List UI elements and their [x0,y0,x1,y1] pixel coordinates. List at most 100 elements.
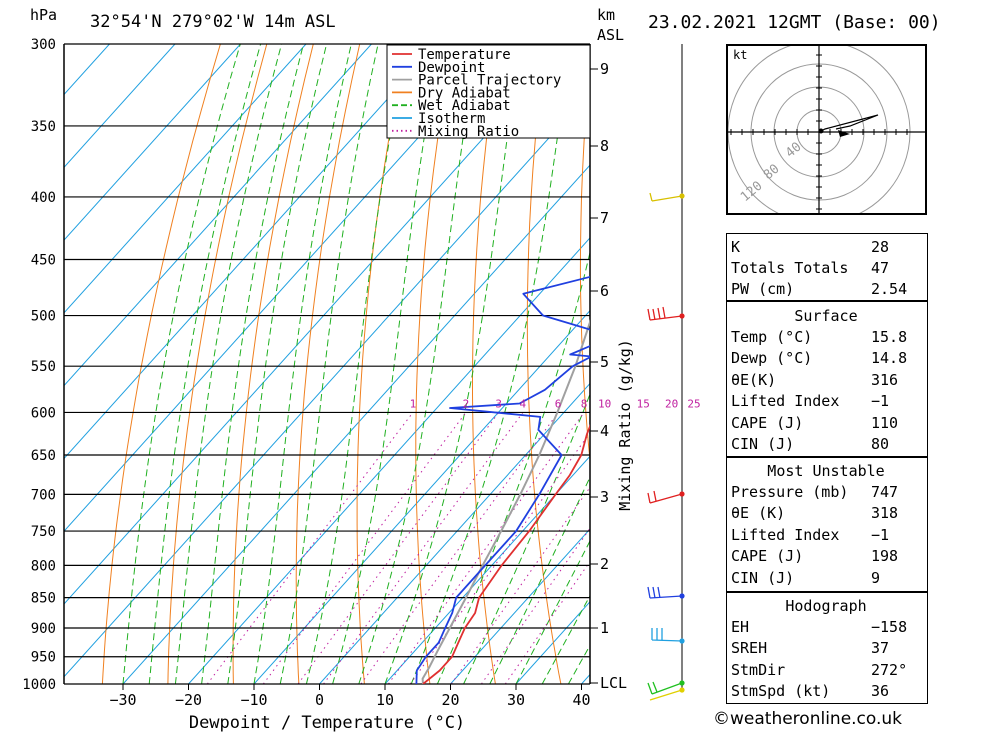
general-indices-table: K 28 Totals Totals 47 PW (cm) 2.54 [727,236,912,301]
index-label: PW (cm) [731,280,795,299]
wind-barb [651,628,683,642]
pressure-tick-label: 400 [31,190,56,206]
index-row: K 28 [727,236,911,257]
height-tick-label: 6 [600,282,609,300]
index-row: Lifted Index −1 [727,524,925,545]
pressure-tick-label: 500 [31,309,56,325]
index-value: 316 [871,370,899,389]
index-row: PW (cm) 2.54 [727,279,911,300]
pressure-tick-label: 550 [31,359,56,375]
isotherm-line [319,382,590,684]
isotherm-line [64,44,372,387]
legend-entry: Temperature [418,47,511,63]
isotherm-line [253,309,590,684]
index-value: −1 [871,525,890,544]
index-label: SREH [731,639,768,658]
indices-surface-box [726,301,928,457]
wet-adiabat-line [463,392,590,684]
mixing-ratio-label: 2 [463,397,470,410]
height-tick-label: LCL [600,674,627,692]
index-value: 110 [871,413,899,432]
x-tick-label: −20 [175,691,202,709]
legend-entry: Wet Adiabat [418,98,511,114]
height-unit-km: km [597,6,616,24]
index-value: −1 [871,392,890,411]
legend-entry: Isotherm [418,111,485,127]
wet-adiabat-line [148,44,262,684]
index-value: 2.54 [871,280,908,299]
x-tick-label: 0 [315,691,324,709]
temperature-line [422,423,590,684]
hodograph-ring-label: 40 [783,140,805,162]
mixing-ratio-line [297,412,500,684]
x-tick-label: 40 [572,691,590,709]
hodograph-panel: kt 40 80 120 [726,40,927,224]
height-tick-label: 4 [600,422,609,440]
index-value: 272° [871,660,908,679]
isotherm-line [64,44,438,460]
x-axis-label: Dewpoint / Temperature (°C) [189,713,465,733]
mixing-ratio-line [409,431,590,684]
index-row: StmSpd (kt) 36 [727,681,925,702]
credit-link[interactable]: ©weatheronline.co.uk [713,709,903,729]
dry-adiabat-line [526,44,562,684]
index-row: SREH 37 [727,638,925,659]
pressure-tick-label: 1000 [22,677,56,693]
index-value: 318 [871,504,899,523]
pressure-tick-label: 850 [31,591,56,607]
wind-barb [647,306,683,321]
mixing-ratio-line [480,527,590,684]
isotherm-line [188,237,590,684]
index-value: 198 [871,547,899,566]
most-unstable-table: Most Unstable Pressure (mb) 747 θE (K) 318… [727,460,925,589]
index-row: Dewp (°C) 14.8 [727,348,925,369]
dry-adiabat-line [415,44,453,684]
index-value: 15.8 [871,328,908,347]
index-label: Temp (°C) [731,328,813,347]
section-title: Surface [794,306,858,325]
index-value: 80 [871,435,890,454]
index-row: StmDir 272° [727,659,925,680]
dry-adiabat-line [232,44,314,684]
index-value: 37 [871,639,890,658]
index-row: Pressure (mb) 747 [727,481,925,502]
dry-adiabat-line [356,44,407,684]
pressure-tick-label: 900 [31,621,56,637]
hodograph-unit: kt [733,48,747,62]
index-row: Temp (°C) 15.8 [727,326,925,347]
index-label: Totals Totals [731,259,849,278]
mixing-ratio-label: 3 [495,397,502,410]
legend-entry: Mixing Ratio [418,124,519,140]
x-tick-label: −10 [240,691,267,709]
index-label: Pressure (mb) [731,483,849,502]
height-tick-label: 2 [600,555,609,573]
pressure-tick-label: 700 [31,487,56,503]
isotherm-line [64,44,176,169]
index-value: 36 [871,682,890,701]
section-title: Most Unstable [767,461,885,480]
mixing-ratio-line [504,560,590,684]
legend-box [386,44,591,139]
index-value: 28 [871,237,890,256]
mixing-ratio-label: 20 [665,397,678,410]
hodograph-indices-table: Hodograph EH −158 SREH 37 StmDir 272° StmSp… [727,595,925,702]
isotherm-line [384,455,590,684]
hodograph-trace [820,114,879,132]
hodograph-origin-marker [818,128,824,134]
wind-barb-dot [679,687,685,693]
storm-motion-marker [838,130,850,137]
height-tick-label: 8 [600,137,609,155]
indices-general-box [726,233,928,301]
x-tick-label: 20 [441,691,459,709]
height-tick-label: 7 [600,209,609,227]
index-label: StmDir [731,660,786,679]
index-row: Totals Totals 47 [727,257,911,278]
location-title: 32°54'N 279°02'W 14m ASL [90,12,336,32]
wind-barb [649,192,683,202]
mixing-ratio-label: 8 [581,397,588,410]
wind-barb-dot [679,313,685,319]
pressure-tick-label: 950 [31,650,56,666]
section-title: Hodograph [785,596,867,615]
pressure-tick-label: 300 [31,37,56,53]
hodograph-ring-label: 120 [738,178,766,205]
